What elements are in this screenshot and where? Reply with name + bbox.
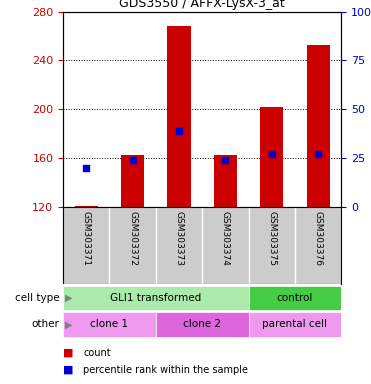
Text: parental cell: parental cell: [262, 319, 328, 329]
Text: percentile rank within the sample: percentile rank within the sample: [83, 364, 249, 375]
Text: GSM303371: GSM303371: [82, 211, 91, 266]
Bar: [63, 286, 249, 310]
Text: clone 1: clone 1: [91, 319, 128, 329]
Text: GSM303375: GSM303375: [267, 211, 276, 266]
Bar: [306, 45, 330, 207]
Bar: [156, 313, 249, 336]
Text: ▶: ▶: [65, 293, 72, 303]
Bar: [214, 155, 237, 207]
Text: ■: ■: [63, 348, 73, 358]
Text: clone 2: clone 2: [183, 319, 221, 329]
Bar: [63, 313, 156, 336]
Point: [315, 151, 321, 157]
Point: [223, 157, 229, 164]
Text: cell type: cell type: [15, 293, 59, 303]
Bar: [249, 313, 341, 336]
Text: ■: ■: [63, 364, 73, 375]
Point: [83, 165, 89, 171]
Bar: [167, 26, 191, 207]
Text: GSM303372: GSM303372: [128, 211, 137, 266]
Text: GSM303373: GSM303373: [174, 211, 184, 266]
Bar: [75, 206, 98, 207]
Bar: [121, 155, 144, 207]
Text: GSM303374: GSM303374: [221, 211, 230, 266]
Text: control: control: [277, 293, 313, 303]
Text: GSM303376: GSM303376: [313, 211, 323, 266]
Bar: [249, 286, 341, 310]
Title: GDS3550 / AFFX-LysX-3_at: GDS3550 / AFFX-LysX-3_at: [119, 0, 285, 10]
Text: GLI1 transformed: GLI1 transformed: [110, 293, 201, 303]
Point: [176, 128, 182, 134]
Text: ▶: ▶: [65, 319, 72, 329]
Text: other: other: [32, 319, 59, 329]
Text: count: count: [83, 348, 111, 358]
Bar: [260, 107, 283, 207]
Point: [269, 151, 275, 157]
Point: [130, 157, 136, 164]
